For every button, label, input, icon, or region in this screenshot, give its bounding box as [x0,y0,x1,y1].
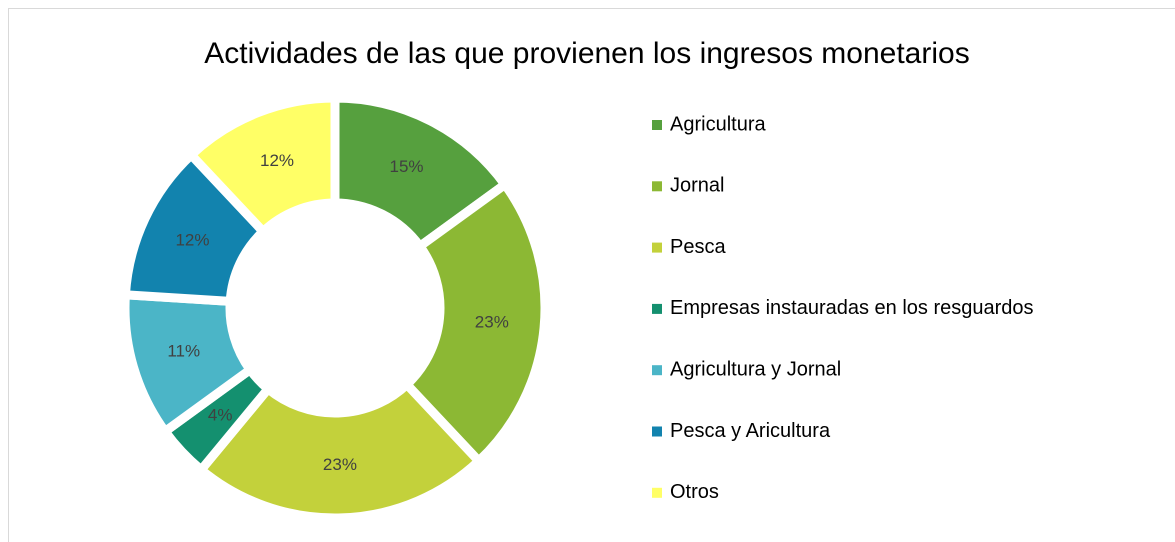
donut-slice [330,93,512,253]
legend-label: Pesca y Aricultura [670,420,831,442]
donut-slice [184,93,340,238]
legend-label: Pesca [670,236,726,258]
data-label: 23% [323,455,357,474]
data-label: 12% [175,230,209,249]
data-label: 15% [389,157,423,176]
data-label: 12% [260,151,294,170]
legend-label: Agricultura [670,113,766,135]
legend-label: Jornal [670,175,724,197]
legend-label: Empresas instauradas en los resguardos [670,297,1034,319]
legend-swatch [652,303,662,314]
donut-slice [400,178,550,468]
legend-label: Otros [670,481,719,503]
legend-swatch [652,365,662,376]
data-label: 4% [208,405,233,424]
legend-swatch [652,487,662,498]
legend-swatch [652,426,662,437]
legend-swatch [652,181,662,192]
legend-swatch [652,120,662,130]
chart-frame [8,8,1175,542]
donut-slice [194,378,486,523]
chart-title: Actividades de las que provienen los ing… [204,37,969,70]
legend-swatch [652,242,662,253]
legend-label: Agricultura y Jornal [670,358,841,380]
data-label: 11% [167,341,200,360]
data-label: 23% [475,312,509,331]
